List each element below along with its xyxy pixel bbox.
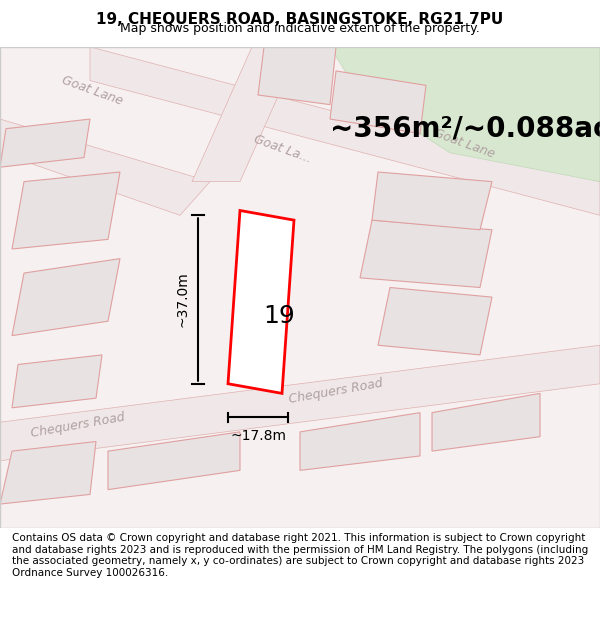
Polygon shape (0, 345, 600, 461)
Text: ~356m²/~0.088ac.: ~356m²/~0.088ac. (330, 115, 600, 142)
Text: Goat Lane: Goat Lane (60, 74, 125, 108)
Text: 19: 19 (263, 304, 295, 328)
Polygon shape (0, 441, 96, 504)
Text: Goat Lane: Goat Lane (432, 126, 497, 161)
Text: Map shows position and indicative extent of the property.: Map shows position and indicative extent… (120, 22, 480, 35)
Bar (0, 47, 600, 528)
Text: ~37.0m: ~37.0m (175, 272, 189, 328)
Polygon shape (0, 119, 210, 215)
Polygon shape (12, 172, 120, 249)
Polygon shape (12, 259, 120, 336)
Polygon shape (192, 47, 300, 182)
Text: Chequers Road: Chequers Road (288, 377, 384, 406)
Text: Goat La...: Goat La... (252, 132, 313, 166)
Polygon shape (0, 119, 90, 167)
Polygon shape (90, 47, 600, 215)
Polygon shape (360, 220, 492, 288)
Polygon shape (228, 211, 294, 393)
Polygon shape (258, 47, 336, 104)
Polygon shape (330, 47, 600, 182)
Text: Chequers Road: Chequers Road (30, 411, 126, 440)
Text: 19, CHEQUERS ROAD, BASINGSTOKE, RG21 7PU: 19, CHEQUERS ROAD, BASINGSTOKE, RG21 7PU (97, 12, 503, 27)
Text: Contains OS data © Crown copyright and database right 2021. This information is : Contains OS data © Crown copyright and d… (12, 533, 588, 578)
Polygon shape (108, 432, 240, 489)
Polygon shape (300, 412, 420, 471)
Text: ~17.8m: ~17.8m (230, 429, 286, 444)
Polygon shape (12, 355, 102, 408)
Polygon shape (378, 288, 492, 355)
Polygon shape (432, 393, 540, 451)
Polygon shape (330, 71, 426, 134)
Polygon shape (372, 172, 492, 230)
